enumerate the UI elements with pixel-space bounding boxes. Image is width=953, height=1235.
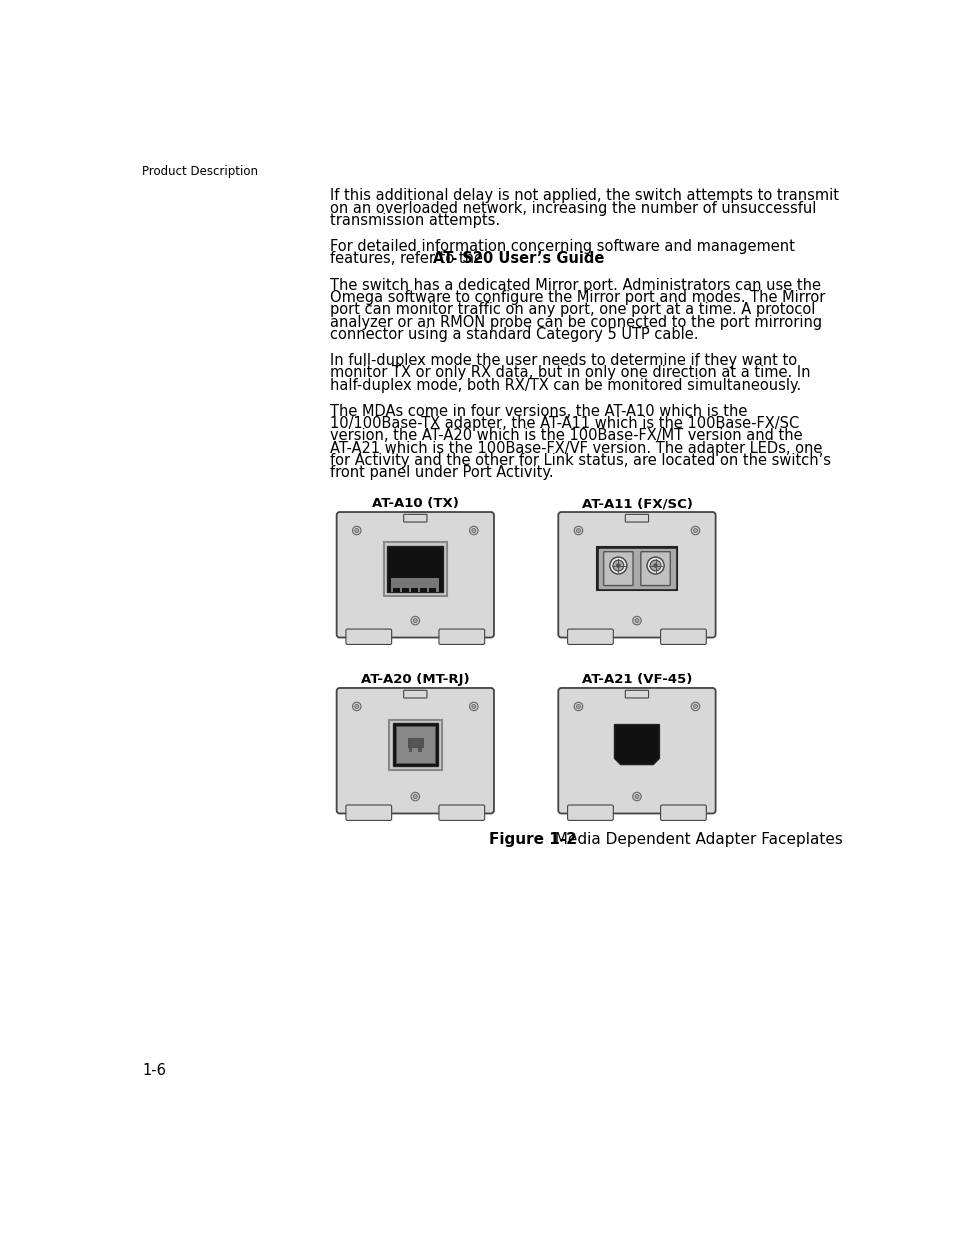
Text: AT-A10 (TX): AT-A10 (TX) <box>372 496 458 510</box>
Circle shape <box>635 619 639 622</box>
Circle shape <box>574 526 582 535</box>
Circle shape <box>616 563 620 568</box>
FancyBboxPatch shape <box>403 514 427 522</box>
Text: monitor TX or only RX data, but in only one direction at a time. In: monitor TX or only RX data, but in only … <box>330 366 810 380</box>
Text: Figure 1-2: Figure 1-2 <box>488 832 577 847</box>
Circle shape <box>691 703 699 710</box>
FancyBboxPatch shape <box>640 552 670 585</box>
Circle shape <box>411 616 419 625</box>
Bar <box>598 550 674 588</box>
Text: For detailed information concerning software and management: For detailed information concerning soft… <box>330 240 794 254</box>
Circle shape <box>353 703 360 710</box>
FancyBboxPatch shape <box>567 629 613 645</box>
FancyBboxPatch shape <box>567 805 613 820</box>
Text: Omega software to configure the Mirror port and modes. The Mirror: Omega software to configure the Mirror p… <box>330 290 824 305</box>
Text: transmission attempts.: transmission attempts. <box>330 212 499 228</box>
Circle shape <box>691 526 699 535</box>
Circle shape <box>355 529 358 532</box>
Text: AT-A21 (VF-45): AT-A21 (VF-45) <box>581 673 692 685</box>
Circle shape <box>472 529 476 532</box>
Circle shape <box>469 703 477 710</box>
Bar <box>409 748 412 752</box>
Circle shape <box>574 703 582 710</box>
Text: AT-A11 (FX/SC): AT-A11 (FX/SC) <box>581 496 692 510</box>
Bar <box>407 737 422 747</box>
Circle shape <box>653 563 658 568</box>
FancyBboxPatch shape <box>336 513 494 637</box>
FancyBboxPatch shape <box>624 690 648 698</box>
Text: AT- S20 User’s Guide: AT- S20 User’s Guide <box>432 252 603 267</box>
Text: Product Description: Product Description <box>142 165 258 178</box>
Text: connector using a standard Category 5 UTP cable.: connector using a standard Category 5 UT… <box>330 327 698 342</box>
Circle shape <box>632 793 640 800</box>
Text: on an overloaded network, increasing the number of unsuccessful: on an overloaded network, increasing the… <box>330 200 816 216</box>
FancyBboxPatch shape <box>659 629 705 645</box>
FancyBboxPatch shape <box>659 805 705 820</box>
Circle shape <box>413 794 416 799</box>
Text: for Activity and the other for Link status, are located on the switch’s: for Activity and the other for Link stat… <box>330 453 830 468</box>
Circle shape <box>413 619 416 622</box>
Bar <box>387 546 443 592</box>
Circle shape <box>576 704 579 709</box>
FancyBboxPatch shape <box>403 690 427 698</box>
Text: half-duplex mode, both RX/TX can be monitored simultaneously.: half-duplex mode, both RX/TX can be moni… <box>330 378 801 393</box>
FancyBboxPatch shape <box>558 688 715 814</box>
Bar <box>411 588 417 592</box>
Circle shape <box>612 561 623 571</box>
Bar <box>395 726 435 763</box>
Bar <box>393 724 437 766</box>
Text: The switch has a dedicated Mirror port. Administrators can use the: The switch has a dedicated Mirror port. … <box>330 278 821 293</box>
Text: AT-A21 which is the 100Base-FX/VF version. The adapter LEDs, one: AT-A21 which is the 100Base-FX/VF versio… <box>330 441 821 456</box>
Circle shape <box>576 529 579 532</box>
Text: port can monitor traffic on any port, one port at a time. A protocol: port can monitor traffic on any port, on… <box>330 303 815 317</box>
Bar <box>389 720 441 769</box>
FancyBboxPatch shape <box>603 552 633 585</box>
FancyBboxPatch shape <box>346 805 392 820</box>
Circle shape <box>635 794 639 799</box>
Polygon shape <box>614 725 659 764</box>
Text: 1-6: 1-6 <box>142 1062 166 1078</box>
FancyBboxPatch shape <box>438 629 484 645</box>
Text: Media Dependent Adapter Faceplates: Media Dependent Adapter Faceplates <box>544 832 841 847</box>
Text: If this additional delay is not applied, the switch attempts to transmit: If this additional delay is not applied,… <box>330 188 839 204</box>
Circle shape <box>411 793 419 800</box>
Circle shape <box>693 529 697 532</box>
FancyBboxPatch shape <box>558 513 715 637</box>
FancyBboxPatch shape <box>336 688 494 814</box>
Circle shape <box>646 557 663 574</box>
Text: In full-duplex mode the user needs to determine if they want to: In full-duplex mode the user needs to de… <box>330 353 797 368</box>
Circle shape <box>609 557 626 574</box>
Text: AT-A20 (MT-RJ): AT-A20 (MT-RJ) <box>360 673 469 685</box>
Bar <box>393 588 400 592</box>
Text: analyzer or an RMON probe can be connected to the port mirroring: analyzer or an RMON probe can be connect… <box>330 315 821 330</box>
Bar <box>383 542 447 595</box>
Text: front panel under Port Activity.: front panel under Port Activity. <box>330 466 553 480</box>
Bar <box>418 748 421 752</box>
Circle shape <box>632 616 640 625</box>
Text: version, the AT-A20 which is the 100Base-FX/MT version and the: version, the AT-A20 which is the 100Base… <box>330 429 801 443</box>
Circle shape <box>469 526 477 535</box>
Text: .: . <box>536 252 540 267</box>
Text: features, refer to the: features, refer to the <box>330 252 487 267</box>
Bar <box>428 588 436 592</box>
Bar <box>401 588 409 592</box>
Text: 10/100Base-TX adapter, the AT-A11 which is the 100Base-FX/SC: 10/100Base-TX adapter, the AT-A11 which … <box>330 416 799 431</box>
Text: The MDAs come in four versions, the AT-A10 which is the: The MDAs come in four versions, the AT-A… <box>330 404 746 419</box>
Bar <box>419 588 427 592</box>
FancyBboxPatch shape <box>438 805 484 820</box>
Circle shape <box>472 704 476 709</box>
Circle shape <box>355 704 358 709</box>
FancyBboxPatch shape <box>346 629 392 645</box>
Bar <box>596 547 677 590</box>
Circle shape <box>649 561 660 571</box>
FancyBboxPatch shape <box>624 514 648 522</box>
Circle shape <box>353 526 360 535</box>
Bar <box>391 578 439 592</box>
Circle shape <box>693 704 697 709</box>
